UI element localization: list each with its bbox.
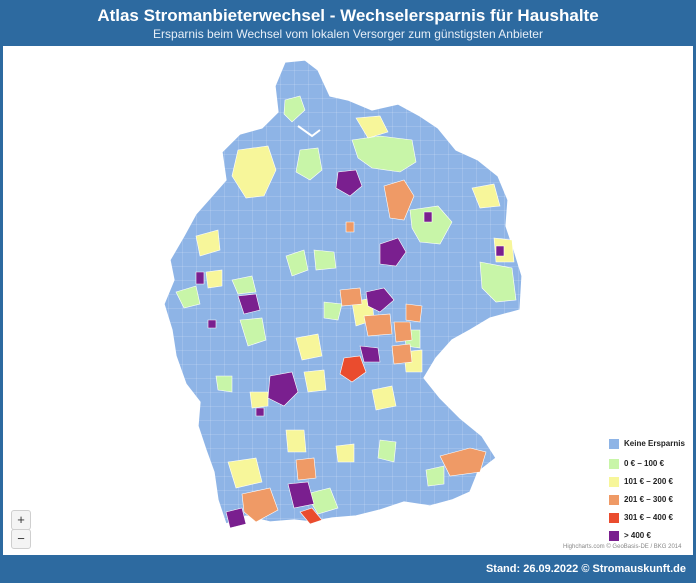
legend-swatch	[609, 477, 619, 487]
legend-label: > 400 €	[624, 531, 651, 540]
legend-swatch	[609, 459, 619, 469]
legend-item-301-400[interactable]: 301 € – 400 €	[607, 511, 691, 525]
legend-label: 0 € – 100 €	[624, 459, 665, 468]
legend-swatch	[609, 439, 619, 449]
legend-item-101-200[interactable]: 101 € – 200 €	[607, 475, 691, 489]
zoom-in-button[interactable]: +	[11, 510, 31, 530]
header: Atlas Stromanbieterwechsel - Wechselersp…	[0, 0, 696, 46]
region-over-400	[195, 169, 505, 529]
legend-item-201-300[interactable]: 201 € – 300 €	[607, 493, 691, 507]
legend-label: 201 € – 300 €	[624, 495, 673, 504]
legend-item-over-400[interactable]: > 400 €	[607, 529, 691, 543]
legend-item-none[interactable]: Keine Ersparnis	[607, 437, 691, 451]
zoom-out-button[interactable]: −	[11, 529, 31, 549]
region-201-300	[241, 179, 487, 523]
region-301-400	[299, 355, 367, 525]
map-panel: + − Highcharts.com © GeoBasis-DE / BKG 2…	[3, 46, 693, 555]
legend-label: 301 € – 400 €	[624, 513, 673, 522]
legend-label: Keine Ersparnis	[624, 439, 685, 448]
elbe-river	[297, 125, 321, 138]
legend-swatch	[609, 495, 619, 505]
legend-label: 101 € – 200 €	[624, 477, 673, 486]
region-0-100	[175, 95, 517, 515]
legend-swatch	[609, 513, 619, 523]
footer-stand-text[interactable]: Stand: 26.09.2022 © Stromauskunft.de	[485, 563, 686, 575]
germany-map[interactable]	[3, 46, 693, 555]
map-subtitle: Ersparnis beim Wechsel vom lokalen Verso…	[153, 27, 543, 41]
legend-item-0-100[interactable]: 0 € – 100 €	[607, 457, 691, 471]
map-credit[interactable]: Highcharts.com © GeoBasis-DE / BKG 2014	[563, 544, 682, 550]
footer: Stand: 26.09.2022 © Stromauskunft.de	[0, 555, 696, 583]
map-title: Atlas Stromanbieterwechsel - Wechselersp…	[97, 6, 599, 25]
region-101-200	[195, 115, 515, 489]
legend-swatch	[609, 531, 619, 541]
